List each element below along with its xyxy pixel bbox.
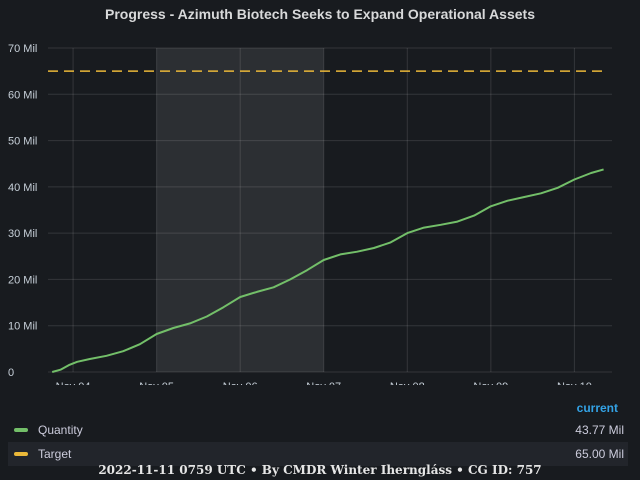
legend-item-quantity[interactable]: Quantity 43.77 Mil — [8, 418, 628, 442]
legend-item-target[interactable]: Target 65.00 Mil — [8, 442, 628, 466]
x-tick-label: Nov 08 — [390, 381, 425, 385]
y-tick-label: 20 Mil — [8, 274, 37, 286]
y-tick-label: 70 Mil — [8, 43, 37, 55]
chart-title: Progress - Azimuth Biotech Seeks to Expa… — [105, 6, 535, 22]
highlight-region — [156, 48, 324, 372]
y-axis: 0 10 Mil 20 Mil 30 Mil 40 Mil 50 Mil 60 Mil 70 … — [8, 43, 37, 379]
legend-value: 43.77 Mil — [575, 423, 624, 437]
x-tick-label: Nov 06 — [223, 381, 258, 385]
footer-credit: 2022-11-11 0759 UTC • By CMDR Winter Ihe… — [98, 463, 542, 477]
legend-swatch-target — [14, 452, 28, 456]
series-lines — [48, 70, 608, 373]
highlight-band — [156, 48, 324, 372]
legend-label: Quantity — [38, 423, 83, 437]
y-tick-label: 50 Mil — [8, 136, 37, 148]
x-tick-label: Nov 05 — [139, 381, 174, 385]
legend-label: Target — [38, 447, 72, 461]
y-tick-label: 60 Mil — [8, 89, 37, 101]
legend: current Quantity 43.77 Mil Target 65.00 … — [8, 398, 628, 466]
legend-swatch-quantity — [14, 428, 28, 432]
y-tick-label: 30 Mil — [8, 228, 37, 240]
line-chart[interactable]: 0 10 Mil 20 Mil 30 Mil 40 Mil 50 Mil 60 Mil 70 … — [0, 30, 640, 385]
y-tick-label: 0 — [8, 367, 14, 379]
y-tick-label: 40 Mil — [8, 182, 37, 194]
y-tick-label: 10 Mil — [8, 321, 37, 333]
x-tick-label: Nov 09 — [473, 381, 508, 385]
series-line-quantity — [51, 168, 604, 373]
x-tick-label: Nov 04 — [56, 381, 91, 385]
x-tick-label: Nov 10 — [557, 381, 592, 385]
x-axis: Nov 04 Nov 05 Nov 06 Nov 07 Nov 08 Nov 09 Nov … — [56, 381, 592, 385]
x-tick-label: Nov 07 — [306, 381, 341, 385]
legend-value: 65.00 Mil — [575, 447, 624, 461]
legend-header-current[interactable]: current — [576, 401, 618, 415]
grid — [48, 47, 612, 373]
